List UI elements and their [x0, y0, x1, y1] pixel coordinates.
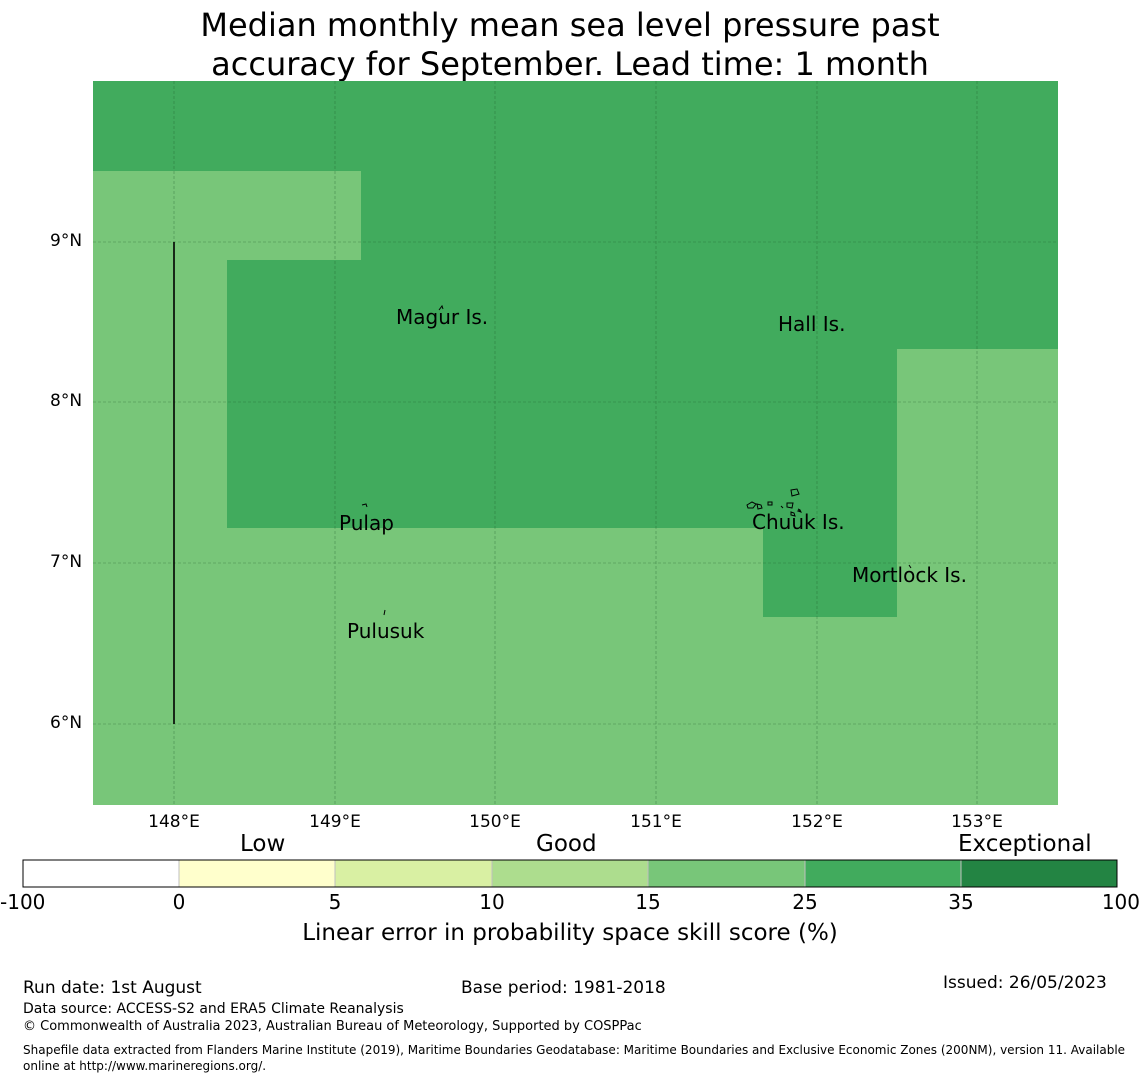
skill-regions — [93, 81, 1058, 805]
colorbar-title: Linear error in probability space skill … — [302, 920, 838, 946]
place-label-hall: Hall Is. — [778, 312, 846, 336]
colorbar-segment-neg100-0 — [22, 859, 180, 888]
colorbar-segment-0-5 — [178, 859, 336, 888]
base-period-text: Base period: 1981-2018 — [461, 978, 666, 998]
lon-label-150e: 150°E — [469, 812, 521, 832]
colorbar-frame — [22, 859, 1118, 888]
lat-label-6n: 6°N — [50, 713, 83, 733]
shapefile-credit-line1: Shapefile data extracted from Flanders M… — [23, 1043, 1126, 1057]
island-outlines — [361, 304, 912, 616]
shapefile-credit-line2: online at http://www.marineregions.org/. — [23, 1059, 267, 1073]
legend-category-good: Good — [536, 831, 597, 857]
colorbar-tick-25: 25 — [792, 890, 818, 914]
place-label-chuuk: Chuuk Is. — [752, 510, 845, 534]
lon-label-152e: 152°E — [791, 812, 843, 832]
run-date-text: Run date: 1st August — [23, 978, 202, 998]
place-label-magur: Magur Is. — [396, 305, 489, 329]
lon-label-148e: 148°E — [148, 812, 200, 832]
place-label-pulap: Pulap — [339, 511, 394, 535]
data-source-text: Data source: ACCESS-S2 and ERA5 Climate … — [23, 1001, 404, 1017]
copyright-text: © Commonwealth of Australia 2023, Austra… — [23, 1019, 642, 1034]
colorbar-segment-5-10 — [334, 859, 493, 888]
region-high-center — [227, 260, 897, 528]
map-title-line1: Median monthly mean sea level pressure p… — [200, 6, 940, 44]
colorbar-segment-25-35 — [804, 859, 962, 888]
mortlock-island-outline — [908, 564, 912, 569]
magur-island-outline — [438, 304, 444, 311]
place-label-mortlock: Mortlock Is. — [852, 563, 967, 587]
lon-label-151e: 151°E — [630, 812, 682, 832]
colorbar-tick-0: 0 — [172, 890, 186, 914]
colorbar-tick-100: 100 — [1101, 890, 1140, 914]
colorbar-segment-15-25 — [647, 859, 806, 888]
colorbar-tick-5: 5 — [328, 890, 342, 914]
region-high-chuuk — [763, 528, 897, 617]
colorbar-tick-neg100: -100 — [0, 890, 46, 914]
lat-label-9n: 9°N — [50, 231, 83, 251]
colorbar-segment-35-100 — [960, 859, 1118, 888]
region-high-north — [93, 81, 1058, 171]
legend-category-exceptional: Exceptional — [958, 831, 1092, 857]
lon-label-153e: 153°E — [951, 812, 1003, 832]
region-high-east — [897, 260, 1058, 349]
issued-date-text: Issued: 26/05/2023 — [943, 973, 1107, 993]
pulap-island-outline — [361, 503, 368, 508]
colorbar-tick-35: 35 — [948, 890, 974, 914]
lon-label-149e: 149°E — [309, 812, 361, 832]
colorbar-segment-10-15 — [491, 859, 649, 888]
chuuk-lagoon-outline — [746, 488, 802, 517]
place-label-pulusuk: Pulusuk — [347, 619, 425, 643]
map-title-line2: accuracy for September. Lead time: 1 mon… — [211, 45, 929, 83]
region-high-northeast — [361, 171, 1058, 260]
legend-category-low: Low — [240, 831, 286, 857]
colorbar — [22, 859, 1118, 888]
colorbar-tick-15: 15 — [635, 890, 661, 914]
pulusuk-island-outline — [383, 609, 386, 616]
lat-label-7n: 7°N — [50, 552, 83, 572]
lat-label-8n: 8°N — [50, 391, 83, 411]
colorbar-tick-10: 10 — [479, 890, 505, 914]
